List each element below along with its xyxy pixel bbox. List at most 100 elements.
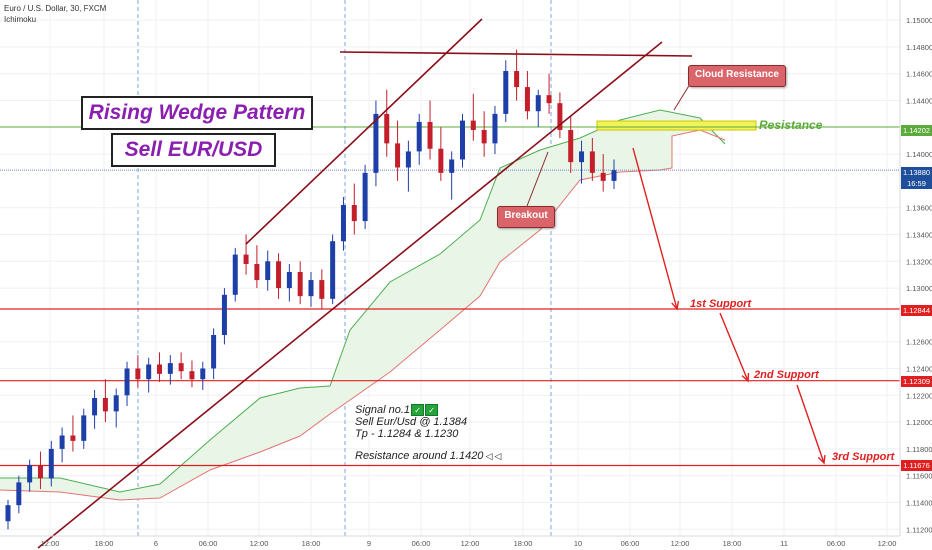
breakout-callout: Breakout <box>497 206 555 228</box>
candle-body <box>395 143 401 168</box>
arrow-left-icon: ◁ <box>494 451 502 462</box>
horizontal-levels <box>0 120 900 467</box>
signal-line-3: Tp - 1.1284 & 1.1230 <box>355 428 459 441</box>
candle-body <box>146 364 152 380</box>
trade-title: Sell EUR/USD <box>124 138 263 161</box>
candle-body <box>557 103 563 130</box>
time-tick-label: 18:00 <box>723 539 742 548</box>
time-tick-label: 12:00 <box>461 539 480 548</box>
price-tick-label: 1.12600 <box>906 338 932 347</box>
price-tick-label: 1.12400 <box>906 365 932 374</box>
candle-body <box>276 261 282 289</box>
price-tick-label: 1.13600 <box>906 204 932 213</box>
countdown-tag: 16:59 <box>901 178 932 189</box>
candle-body <box>405 151 411 168</box>
candle-body <box>568 129 574 163</box>
candle-body <box>243 254 249 264</box>
wedge-lower-line <box>37 41 663 549</box>
signal-line-4: Resistance around 1.1420 <box>355 450 484 463</box>
candle-body <box>351 205 357 222</box>
senkou-span-b <box>0 129 726 501</box>
candle-body <box>362 172 368 222</box>
candle-body <box>579 151 585 163</box>
candle-body <box>92 397 98 416</box>
wedge-upper-line <box>245 18 483 245</box>
candle-body <box>427 121 433 149</box>
wedge-top-line <box>339 51 693 57</box>
candle-body <box>157 364 162 374</box>
arrow-to-support2-head <box>741 372 750 383</box>
pattern-title-box: Rising Wedge Pattern <box>81 96 313 130</box>
time-tick-label: 18:00 <box>514 539 533 548</box>
price-tick-label: 1.14400 <box>906 97 932 106</box>
cloud-resistance-callout: Cloud Resistance <box>688 65 786 87</box>
arrow-to-support1-head <box>671 301 680 311</box>
price-tick-label: 1.11400 <box>906 499 932 508</box>
candle-body <box>5 505 11 522</box>
candle-body <box>102 397 108 412</box>
resistance-price-tag: 1.14202 <box>901 125 932 136</box>
candle-body <box>48 448 54 479</box>
candle-body <box>124 368 130 396</box>
candle-body <box>589 151 595 173</box>
candle-body <box>113 395 119 412</box>
price-tick-label: 1.11200 <box>906 525 932 534</box>
candle-body <box>37 464 43 479</box>
candle-body <box>254 263 260 281</box>
arrow-to-support3-head <box>817 454 826 465</box>
candle-body <box>265 261 271 281</box>
pattern-title: Rising Wedge Pattern <box>88 101 306 124</box>
cloud-resistance-pointer <box>673 83 691 111</box>
candle-body <box>59 435 65 449</box>
candle-body <box>600 172 606 181</box>
arrow-to-support2 <box>719 312 749 382</box>
candle-body <box>416 121 422 152</box>
price-tick-label: 1.14600 <box>906 70 932 79</box>
price-tick-label: 1.13400 <box>906 231 932 240</box>
price-tick-label: 1.14000 <box>906 150 932 159</box>
candle-body <box>535 95 541 112</box>
breakout-pointer <box>526 151 549 207</box>
check-icon: ✓ <box>411 404 425 417</box>
candle-body <box>492 113 498 144</box>
price-tick-label: 1.12000 <box>906 418 932 427</box>
candle-body <box>200 368 206 380</box>
candle-body <box>308 280 314 297</box>
arrow-to-support3 <box>796 384 825 464</box>
arrow-to-support1 <box>632 147 678 310</box>
candle-body <box>470 120 476 130</box>
candle-body <box>524 87 530 112</box>
time-tick-label: 18:00 <box>302 539 321 548</box>
candle-body <box>373 113 379 173</box>
support2-price-tag: 1.12309 <box>901 376 932 387</box>
candle-body <box>514 71 520 88</box>
price-tick-label: 1.12200 <box>906 391 932 400</box>
price-tick-label: 1.14800 <box>906 43 932 52</box>
time-tick-label: 12:00 <box>41 539 60 548</box>
candle-body <box>221 294 227 335</box>
candle-body <box>81 415 87 441</box>
time-tick-label: 12:00 <box>671 539 690 548</box>
candle-body <box>340 205 346 242</box>
time-tick-label: 12:00 <box>878 539 897 548</box>
price-tick-label: 1.13200 <box>906 257 932 266</box>
support2-text: 2nd Support <box>753 369 820 381</box>
support1-text: 1st Support <box>690 298 752 310</box>
signal-note: Signal no.1 ✓ ✓ Sell Eur/Usd @ 1.1384 Tp -… <box>355 404 501 462</box>
time-tick-label: 10 <box>574 539 582 548</box>
candle-body <box>286 272 292 289</box>
candle-body <box>232 254 238 295</box>
candle-body <box>16 482 22 506</box>
candle-body <box>460 120 465 160</box>
candle-body <box>481 129 487 144</box>
candle-body <box>297 272 303 297</box>
candle-body <box>319 280 325 299</box>
resistance-text: Resistance <box>759 118 823 132</box>
trendlines: Resistance 1st Support 2nd Support 3rd Supp… <box>37 18 896 549</box>
signal-line-1: Signal no.1 <box>355 404 411 416</box>
candle-body <box>27 464 33 483</box>
candle-body <box>330 241 336 299</box>
candle-body <box>167 363 173 374</box>
